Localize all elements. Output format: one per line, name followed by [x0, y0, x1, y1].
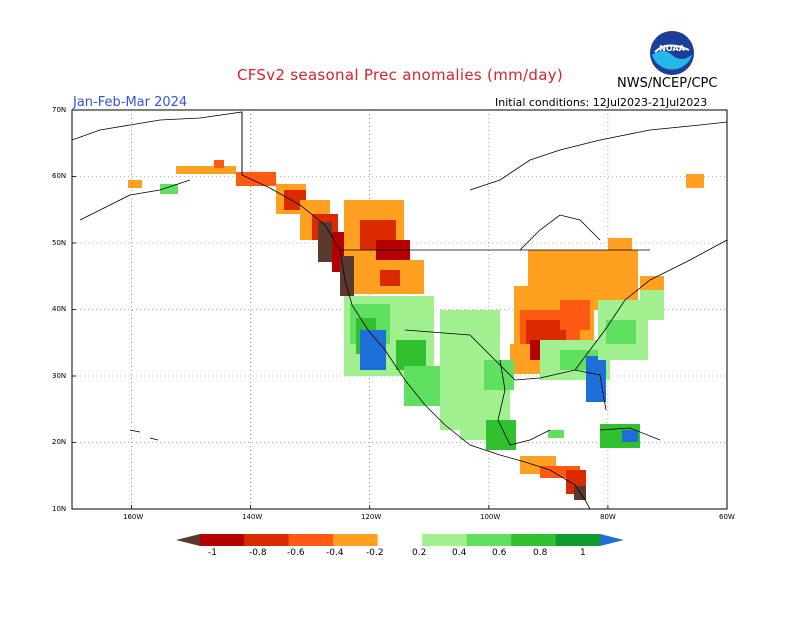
lat-label: 60N: [52, 172, 67, 180]
lon-label: 140W: [242, 513, 263, 521]
lon-label: 80W: [600, 513, 616, 521]
legend-label: 0.6: [492, 548, 507, 558]
legend-arrow-right: [600, 534, 624, 546]
legend-cell: [377, 534, 423, 546]
wet-anomaly-field: [160, 184, 664, 450]
map-title: CFSv2 seasonal Prec anomalies (mm/day): [236, 66, 564, 84]
legend-cell: [200, 534, 245, 546]
lat-label: 30N: [52, 372, 67, 380]
legend-cell: [555, 534, 600, 546]
legend-cells: [200, 534, 600, 546]
legend-cell: [244, 534, 289, 546]
lat-label: 20N: [52, 438, 67, 446]
legend-cell: [333, 534, 378, 546]
legend-label: -0.6: [287, 548, 305, 558]
lon-label: 100W: [480, 513, 501, 521]
legend-cell: [288, 534, 334, 546]
logo-text: NOAA: [659, 44, 685, 53]
legend-label: 0.8: [533, 548, 548, 558]
agency-label: NWS/NCEP/CPC: [617, 76, 718, 91]
legend-label: -0.8: [249, 548, 267, 558]
legend-label: -1: [208, 548, 217, 558]
lat-label: 50N: [52, 239, 67, 247]
lat-label: 70N: [52, 106, 67, 114]
legend-arrow-left: [176, 534, 200, 546]
legend-label: 1: [580, 548, 586, 558]
lon-label: 120W: [361, 513, 382, 521]
lat-label: 40N: [52, 305, 67, 313]
noaa-logo-icon: NOAA: [650, 31, 694, 75]
lon-label: 160W: [123, 513, 144, 521]
legend-label: -0.4: [326, 548, 344, 558]
coastlines: [72, 111, 727, 509]
legend-cell: [511, 534, 556, 546]
lon-label: 60W: [719, 513, 735, 521]
legend-label: 0.4: [452, 548, 467, 558]
legend-cell: [422, 534, 467, 546]
legend-cell: [466, 534, 512, 546]
legend-label: -0.2: [366, 548, 384, 558]
initial-conditions: Initial conditions: 12Jul2023-21Jul2023: [495, 96, 708, 109]
lat-label: 10N: [52, 505, 67, 513]
forecast-period: Jan-Feb-Mar 2024: [73, 95, 188, 110]
legend-label: 0.2: [412, 548, 427, 558]
